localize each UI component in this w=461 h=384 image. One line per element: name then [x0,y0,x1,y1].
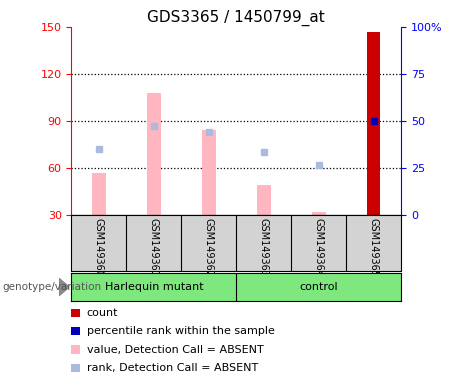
Bar [92,173,106,215]
Text: genotype/variation: genotype/variation [2,282,101,292]
Bar [367,31,380,215]
Text: GSM149365: GSM149365 [369,218,378,277]
Text: GSM149360: GSM149360 [94,218,104,277]
Text: GSM149363: GSM149363 [259,218,269,277]
Text: count: count [87,308,118,318]
Bar [202,131,216,215]
Text: GSM149364: GSM149364 [313,218,324,277]
Text: rank, Detection Call = ABSENT: rank, Detection Call = ABSENT [87,363,258,373]
Bar [312,212,325,215]
Text: Harlequin mutant: Harlequin mutant [105,282,203,292]
Polygon shape [59,278,69,296]
Text: GSM149361: GSM149361 [149,218,159,277]
Bar [147,93,161,215]
Text: percentile rank within the sample: percentile rank within the sample [87,326,275,336]
Text: GSM149362: GSM149362 [204,218,214,277]
Bar [257,185,271,215]
Title: GDS3365 / 1450799_at: GDS3365 / 1450799_at [148,9,325,25]
Text: value, Detection Call = ABSENT: value, Detection Call = ABSENT [87,344,263,354]
Text: control: control [299,282,338,292]
